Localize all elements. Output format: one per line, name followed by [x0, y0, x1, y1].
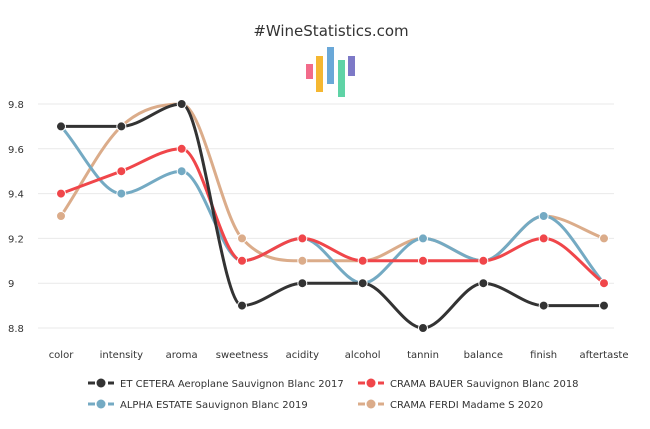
- data-point[interactable]: [357, 255, 368, 266]
- data-point[interactable]: [56, 211, 66, 221]
- legend-item[interactable]: ALPHA ESTATE Sauvignon Blanc 2019: [88, 399, 308, 412]
- data-point[interactable]: [478, 255, 489, 266]
- logo-bar: [327, 47, 334, 84]
- chart-title: #WineStatistics.com: [253, 22, 408, 40]
- legend-marker: [96, 378, 106, 388]
- x-tick-label: color: [49, 350, 75, 361]
- legend-item[interactable]: ET CETERA Aeroplane Sauvignon Blanc 2017: [88, 378, 344, 391]
- series-3: [56, 121, 609, 289]
- legend-item[interactable]: CRAMA FERDI Madame S 2020: [358, 399, 543, 412]
- x-tick-label: alcohol: [345, 350, 381, 361]
- series-line: [59, 124, 606, 285]
- data-point[interactable]: [297, 278, 308, 289]
- legend-label: CRAMA FERDI Madame S 2020: [390, 400, 543, 411]
- y-tick-label: 9.4: [8, 190, 24, 201]
- x-tick-label: tannin: [407, 350, 439, 361]
- y-tick-label: 8.8: [8, 324, 24, 335]
- legend-label: ET CETERA Aeroplane Sauvignon Blanc 2017: [120, 379, 344, 390]
- x-axis: color intensity aroma sweetness acidity alcoh…: [49, 350, 629, 361]
- series-line: [59, 147, 606, 285]
- series-lines: [56, 99, 609, 333]
- data-point[interactable]: [599, 233, 609, 244]
- x-tick-label: aroma: [166, 350, 198, 361]
- data-point[interactable]: [176, 99, 187, 109]
- series-line: [59, 102, 606, 263]
- legend-label: CRAMA BAUER Sauvignon Blanc 2018: [390, 379, 579, 390]
- grid-lines: [38, 103, 614, 329]
- legend-marker: [366, 399, 376, 409]
- x-tick-label: intensity: [100, 350, 143, 361]
- legend[interactable]: ET CETERA Aeroplane Sauvignon Blanc 2017…: [88, 378, 579, 412]
- x-tick-label: acidity: [286, 350, 319, 361]
- data-point[interactable]: [538, 211, 549, 221]
- logo-bar: [306, 64, 313, 79]
- data-point[interactable]: [297, 255, 308, 266]
- data-point[interactable]: [176, 143, 187, 154]
- series-4: [56, 99, 609, 266]
- legend-marker: [366, 378, 376, 388]
- data-point[interactable]: [538, 300, 549, 311]
- y-tick-label: 9.8: [8, 100, 24, 111]
- data-point[interactable]: [297, 233, 308, 244]
- x-tick-label: balance: [464, 350, 503, 361]
- data-point[interactable]: [599, 300, 609, 311]
- y-axis: 8.8 9 9.2 9.4 9.6 9.8: [8, 100, 24, 335]
- data-point[interactable]: [599, 278, 609, 289]
- series-1: [56, 99, 609, 333]
- data-point[interactable]: [56, 188, 66, 199]
- data-point[interactable]: [538, 233, 549, 244]
- data-point[interactable]: [237, 233, 247, 244]
- data-point[interactable]: [176, 166, 187, 177]
- wine-statistics-logo: [306, 47, 355, 97]
- data-point[interactable]: [478, 278, 489, 289]
- data-point[interactable]: [56, 121, 66, 132]
- data-point[interactable]: [418, 255, 428, 266]
- y-tick-label: 9: [8, 279, 14, 290]
- data-point[interactable]: [418, 323, 428, 333]
- x-tick-label: finish: [530, 350, 557, 361]
- data-point[interactable]: [237, 300, 247, 311]
- y-tick-label: 9.6: [8, 145, 24, 156]
- x-tick-label: aftertaste: [580, 350, 629, 361]
- data-point[interactable]: [237, 255, 247, 266]
- logo-bar: [338, 60, 345, 97]
- data-point[interactable]: [357, 278, 368, 289]
- series-line: [59, 102, 606, 330]
- legend-item[interactable]: CRAMA BAUER Sauvignon Blanc 2018: [358, 378, 579, 391]
- logo-bar: [348, 56, 355, 76]
- logo-bar: [316, 56, 323, 92]
- x-tick-label: sweetness: [216, 350, 269, 361]
- y-tick-label: 9.2: [8, 234, 24, 245]
- data-point[interactable]: [116, 121, 127, 132]
- series-2: [56, 143, 609, 289]
- data-point[interactable]: [418, 233, 428, 244]
- legend-marker: [96, 399, 106, 409]
- data-point[interactable]: [116, 188, 127, 199]
- legend-label: ALPHA ESTATE Sauvignon Blanc 2019: [120, 400, 308, 411]
- data-point[interactable]: [116, 166, 127, 177]
